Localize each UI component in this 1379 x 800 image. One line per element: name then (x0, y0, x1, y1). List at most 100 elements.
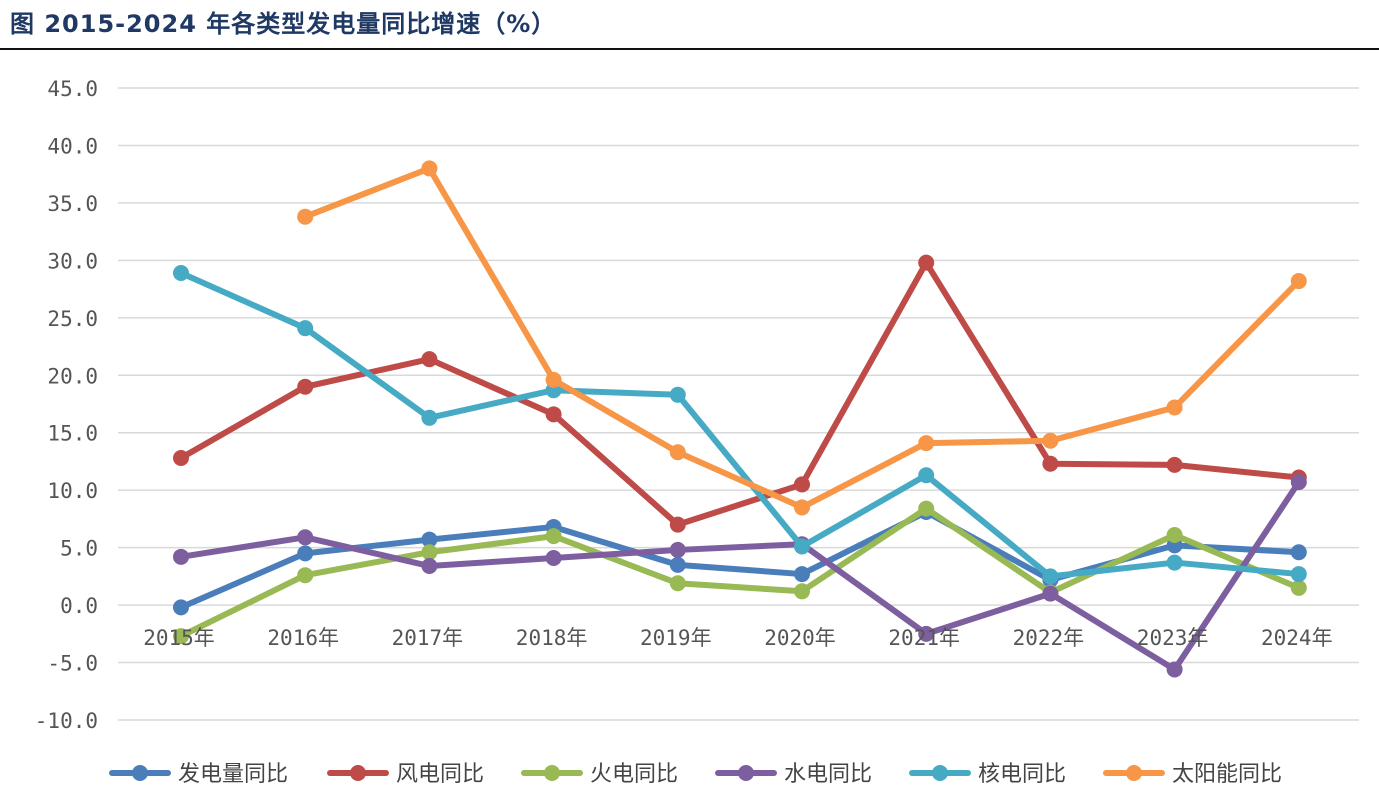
data-point (1166, 456, 1183, 473)
data-point (1042, 568, 1059, 585)
y-tick-label: 0.0 (60, 594, 98, 618)
x-tick-label: 2018年 (516, 626, 588, 650)
data-point (1042, 585, 1059, 602)
x-axis-ticks: 2015年 2016年 2017年 2018年 2019年 2020年 2021年 2022年… (143, 626, 1332, 650)
data-point (545, 528, 562, 545)
data-point (918, 435, 935, 452)
series-line (178, 270, 1302, 580)
y-tick-label: 35.0 (47, 192, 98, 216)
data-point (1166, 661, 1183, 678)
legend-swatch-marker (350, 765, 366, 781)
x-tick-label: 2019年 (640, 626, 712, 650)
data-point (421, 160, 438, 177)
x-tick-label: 2024年 (1261, 626, 1333, 650)
data-point (669, 444, 686, 461)
series-lines (173, 160, 1307, 678)
legend-swatch-marker (738, 765, 754, 781)
gridlines (118, 87, 1359, 721)
data-point (297, 208, 314, 225)
series-0 (173, 504, 1307, 616)
legend-item-1: 风电同比 (327, 762, 484, 787)
x-tick-label: 2020年 (764, 626, 836, 650)
data-point (297, 567, 314, 584)
x-tick-label: 2021年 (888, 626, 960, 650)
series-line (178, 509, 1302, 611)
legend-item-4: 核电同比 (909, 762, 1066, 787)
data-point (1166, 399, 1183, 416)
legend-swatch-marker (544, 765, 560, 781)
y-tick-label: 40.0 (47, 134, 98, 158)
legend-item-0: 发电量同比 (109, 762, 288, 787)
data-point (918, 625, 935, 642)
legend-swatch-marker (132, 765, 148, 781)
data-point (297, 545, 314, 562)
legend-label: 火电同比 (590, 762, 678, 787)
y-tick-label: 15.0 (47, 422, 98, 446)
data-point (421, 531, 438, 548)
data-point (794, 566, 810, 583)
data-point (421, 544, 438, 561)
y-tick-label: 10.0 (47, 479, 98, 503)
y-tick-label: 30.0 (47, 249, 98, 273)
data-point (173, 628, 189, 645)
series-1 (173, 254, 1307, 533)
data-point (545, 406, 562, 423)
data-point (669, 541, 686, 558)
legend-item-5: 太阳能同比 (1103, 762, 1282, 787)
x-tick-label: 2022年 (1013, 626, 1085, 650)
data-point (1290, 544, 1307, 561)
data-point (794, 476, 810, 493)
legend-item-2: 火电同比 (521, 762, 678, 787)
series-line (178, 505, 1302, 640)
series-5 (297, 160, 1307, 516)
legend-label: 核电同比 (978, 762, 1066, 787)
data-point (918, 500, 935, 517)
legend-item-3: 水电同比 (715, 762, 872, 787)
data-point (173, 599, 189, 616)
data-point (545, 549, 562, 566)
legend-swatch-marker (1126, 765, 1142, 781)
data-point (669, 516, 686, 533)
legend-label: 风电同比 (396, 762, 484, 787)
chart-title: 图 2015-2024 年各类型发电量同比增速（%） (10, 10, 557, 38)
data-point (669, 556, 686, 573)
data-point (669, 386, 686, 403)
data-point (1042, 432, 1059, 449)
data-point (1290, 273, 1307, 290)
legend: 发电量同比 风电同比 火电同比 水电同比 核电同比 太阳能同比 (109, 762, 1282, 787)
data-point (1166, 526, 1183, 543)
data-point (421, 409, 438, 426)
data-point (545, 371, 562, 388)
data-point (421, 351, 438, 368)
data-point (1290, 474, 1307, 491)
legend-label: 水电同比 (784, 762, 872, 787)
x-tick-label: 2017年 (392, 626, 464, 650)
y-tick-label: 5.0 (60, 537, 98, 561)
data-point (794, 538, 810, 555)
series-3 (173, 474, 1307, 678)
data-point (669, 575, 686, 592)
data-point (297, 529, 314, 546)
data-point (421, 558, 438, 575)
data-point (1290, 566, 1307, 583)
series-line (302, 165, 1302, 511)
data-point (918, 254, 935, 271)
data-point (173, 450, 189, 467)
data-point (794, 583, 810, 600)
y-tick-label: -5.0 (47, 652, 98, 676)
data-point (1166, 554, 1183, 571)
data-point (173, 265, 189, 282)
y-axis-ticks: 45.0 40.0 35.0 30.0 25.0 20.0 15.0 10.0 5.0 0.0 -5… (35, 77, 98, 733)
y-tick-label: 25.0 (47, 307, 98, 331)
y-tick-label: 45.0 (47, 77, 98, 101)
series-4 (173, 265, 1307, 585)
data-point (297, 378, 314, 395)
legend-label: 太阳能同比 (1172, 762, 1282, 787)
x-tick-label: 2023年 (1137, 626, 1209, 650)
x-tick-label: 2016年 (267, 626, 339, 650)
series-line (178, 259, 1302, 528)
series-line (178, 479, 1302, 673)
x-tick-label: 2015年 (143, 626, 215, 650)
title-bar: 图 2015-2024 年各类型发电量同比增速（%） (0, 0, 1379, 50)
data-point (1290, 579, 1307, 596)
